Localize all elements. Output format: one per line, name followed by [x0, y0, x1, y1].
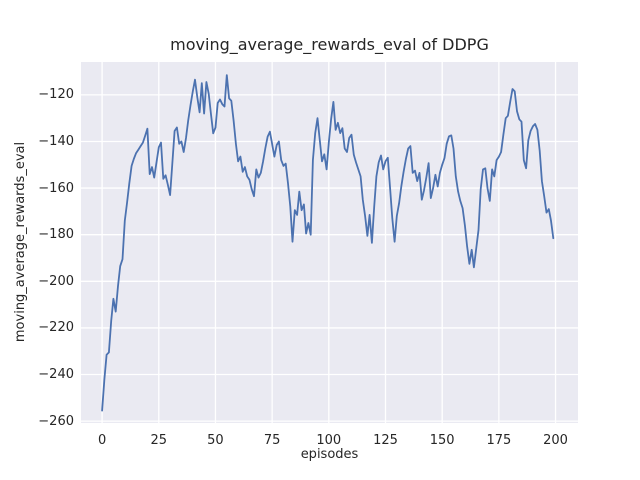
y-tick-label: −200 [38, 273, 74, 289]
x-tick-label: 75 [263, 433, 281, 448]
x-tick-label: 25 [150, 433, 168, 448]
y-tick-label: −120 [38, 87, 74, 103]
x-tick-label: 150 [429, 433, 455, 448]
x-axis-label: episodes [300, 447, 359, 462]
x-tick-label: 50 [207, 433, 224, 448]
y-tick-label: −160 [38, 180, 74, 196]
plot-area [81, 62, 578, 423]
y-tick-label: −260 [38, 413, 74, 429]
x-tick-label: 0 [97, 433, 107, 448]
y-tick-label: −180 [38, 227, 74, 243]
x-tick-label: 125 [373, 433, 398, 448]
x-tick-label: 200 [543, 433, 568, 448]
series-line [101, 74, 555, 412]
x-tick-label: 175 [486, 433, 512, 448]
y-tick-label: −220 [38, 320, 74, 336]
y-tick-label: −240 [38, 367, 74, 383]
chart-title: moving_average_rewards_eval of DDPG [170, 35, 489, 54]
x-tick-label: 100 [316, 433, 342, 448]
plot-svg [81, 62, 578, 423]
y-tick-label: −140 [38, 133, 74, 149]
